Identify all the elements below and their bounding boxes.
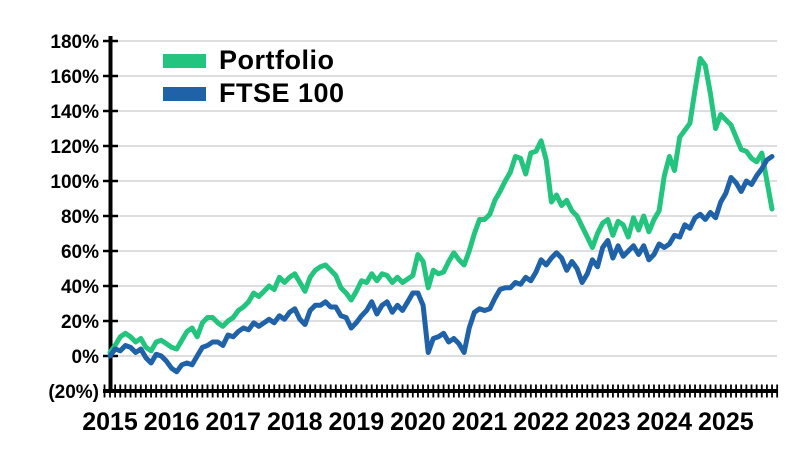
x-tick-label: 2018 xyxy=(267,408,323,436)
x-tick-label: 2017 xyxy=(205,408,261,436)
portfolio-line xyxy=(107,56,775,355)
y-tick-label: 40% xyxy=(61,277,99,298)
x-tick-label: 2015 xyxy=(82,408,138,436)
y-tick-label: 120% xyxy=(50,137,99,158)
legend: Portfolio FTSE 100 xyxy=(163,44,345,110)
y-tick-label: (20%) xyxy=(48,382,99,403)
x-tick-label: 2024 xyxy=(636,408,692,436)
y-tick-label: 180% xyxy=(50,32,99,53)
ftse-100-line xyxy=(107,154,775,375)
legend-item-portfolio: Portfolio xyxy=(163,44,345,77)
ftse-100-legend-label: FTSE 100 xyxy=(219,78,345,108)
x-tick-label: 2020 xyxy=(390,408,446,436)
y-axis xyxy=(103,36,118,393)
x-axis-labels: 2015 2016 2017 2018 2019 2020 2021 2022 2023 2024… xyxy=(82,408,754,436)
y-tick-label: 80% xyxy=(61,207,99,228)
x-tick-label: 2019 xyxy=(329,408,385,436)
y-tick-label: 100% xyxy=(50,172,99,193)
x-axis xyxy=(103,384,779,398)
x-tick-label: 2025 xyxy=(698,408,754,436)
portfolio-legend-label: Portfolio xyxy=(219,45,335,75)
legend-item-ftse-100: FTSE 100 xyxy=(163,77,345,110)
y-tick-label: 140% xyxy=(50,102,99,123)
gridlines xyxy=(111,40,777,357)
y-tick-label: 20% xyxy=(61,312,99,333)
portfolio-legend-swatch-icon xyxy=(163,53,206,68)
x-tick-label: 2022 xyxy=(513,408,569,436)
x-tick-label: 2023 xyxy=(575,408,631,436)
x-tick-label: 2021 xyxy=(452,408,508,436)
x-tick-label: 2016 xyxy=(144,408,200,436)
y-tick-label: 160% xyxy=(50,67,99,88)
ftse-100-legend-swatch-icon xyxy=(163,86,206,101)
y-axis-labels: 180% 160% 140% 120% 100% 80% 60% 40% 20% 0% (20%) xyxy=(48,32,99,403)
y-tick-label: 60% xyxy=(61,242,99,263)
y-tick-label: 0% xyxy=(72,347,100,368)
